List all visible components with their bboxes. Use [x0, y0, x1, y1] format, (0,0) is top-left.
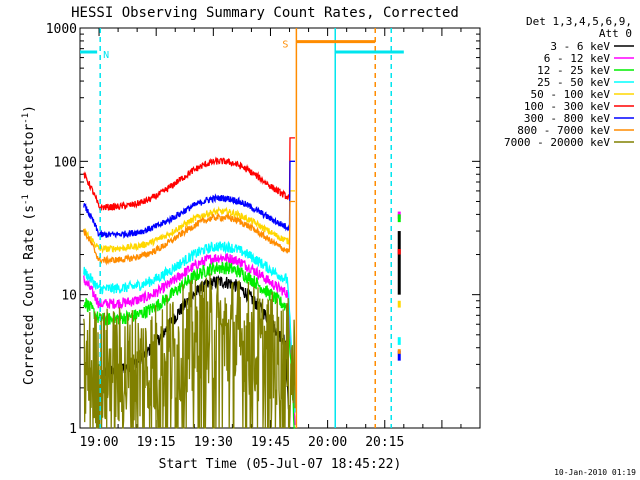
- chart-title: HESSI Observing Summary Count Rates, Cor…: [71, 5, 459, 21]
- legend-entry-label: 25 - 50 keV: [537, 76, 610, 89]
- x-axis-label: Start Time (05-Jul-07 18:45:22): [159, 457, 402, 472]
- series-line: [83, 253, 296, 426]
- legend-entry-label: 300 - 800 keV: [524, 112, 610, 125]
- y-tick-label: 1000: [46, 22, 77, 37]
- x-tick-label: 19:00: [79, 435, 118, 450]
- legend-entry-label: 100 - 300 keV: [524, 100, 610, 113]
- annotation-label: N: [103, 50, 109, 61]
- x-tick-label: 20:00: [308, 435, 347, 450]
- series-line: [83, 160, 295, 239]
- annotation-label: S: [282, 40, 288, 51]
- legend-entry-label: 800 - 7000 keV: [517, 124, 610, 137]
- x-tick-label: 19:15: [137, 435, 176, 450]
- x-tick-label: 20:15: [365, 435, 404, 450]
- plot-area: NS: [79, 27, 481, 429]
- legend-entry-label: 12 - 25 keV: [537, 64, 610, 77]
- y-tick-label: 10: [61, 289, 77, 304]
- series-line: [83, 200, 295, 266]
- legend-entry-label: 3 - 6 keV: [550, 40, 610, 53]
- x-tick-label: 19:45: [251, 435, 290, 450]
- y-tick-label: 1: [69, 422, 77, 437]
- series-line: [83, 240, 296, 413]
- footer-timestamp: 10-Jan-2010 01:19: [554, 468, 636, 477]
- legend-entry-label: 6 - 12 keV: [544, 52, 611, 65]
- legend-header-line-2: Att 0: [599, 27, 632, 40]
- y-tick-label: 100: [54, 155, 77, 170]
- legend-entry-label: 7000 - 20000 keV: [504, 136, 610, 149]
- series-line: [83, 190, 295, 254]
- legend-entry-label: 50 - 100 keV: [531, 88, 611, 101]
- legend-header-line-1: Det 1,3,4,5,6,9,: [526, 15, 632, 28]
- y-axis-label: Corrected Count Rate (s-1 detector-1): [21, 105, 37, 385]
- x-tick-label: 19:30: [194, 435, 233, 450]
- series-line: [83, 273, 296, 429]
- series-line: [83, 137, 295, 211]
